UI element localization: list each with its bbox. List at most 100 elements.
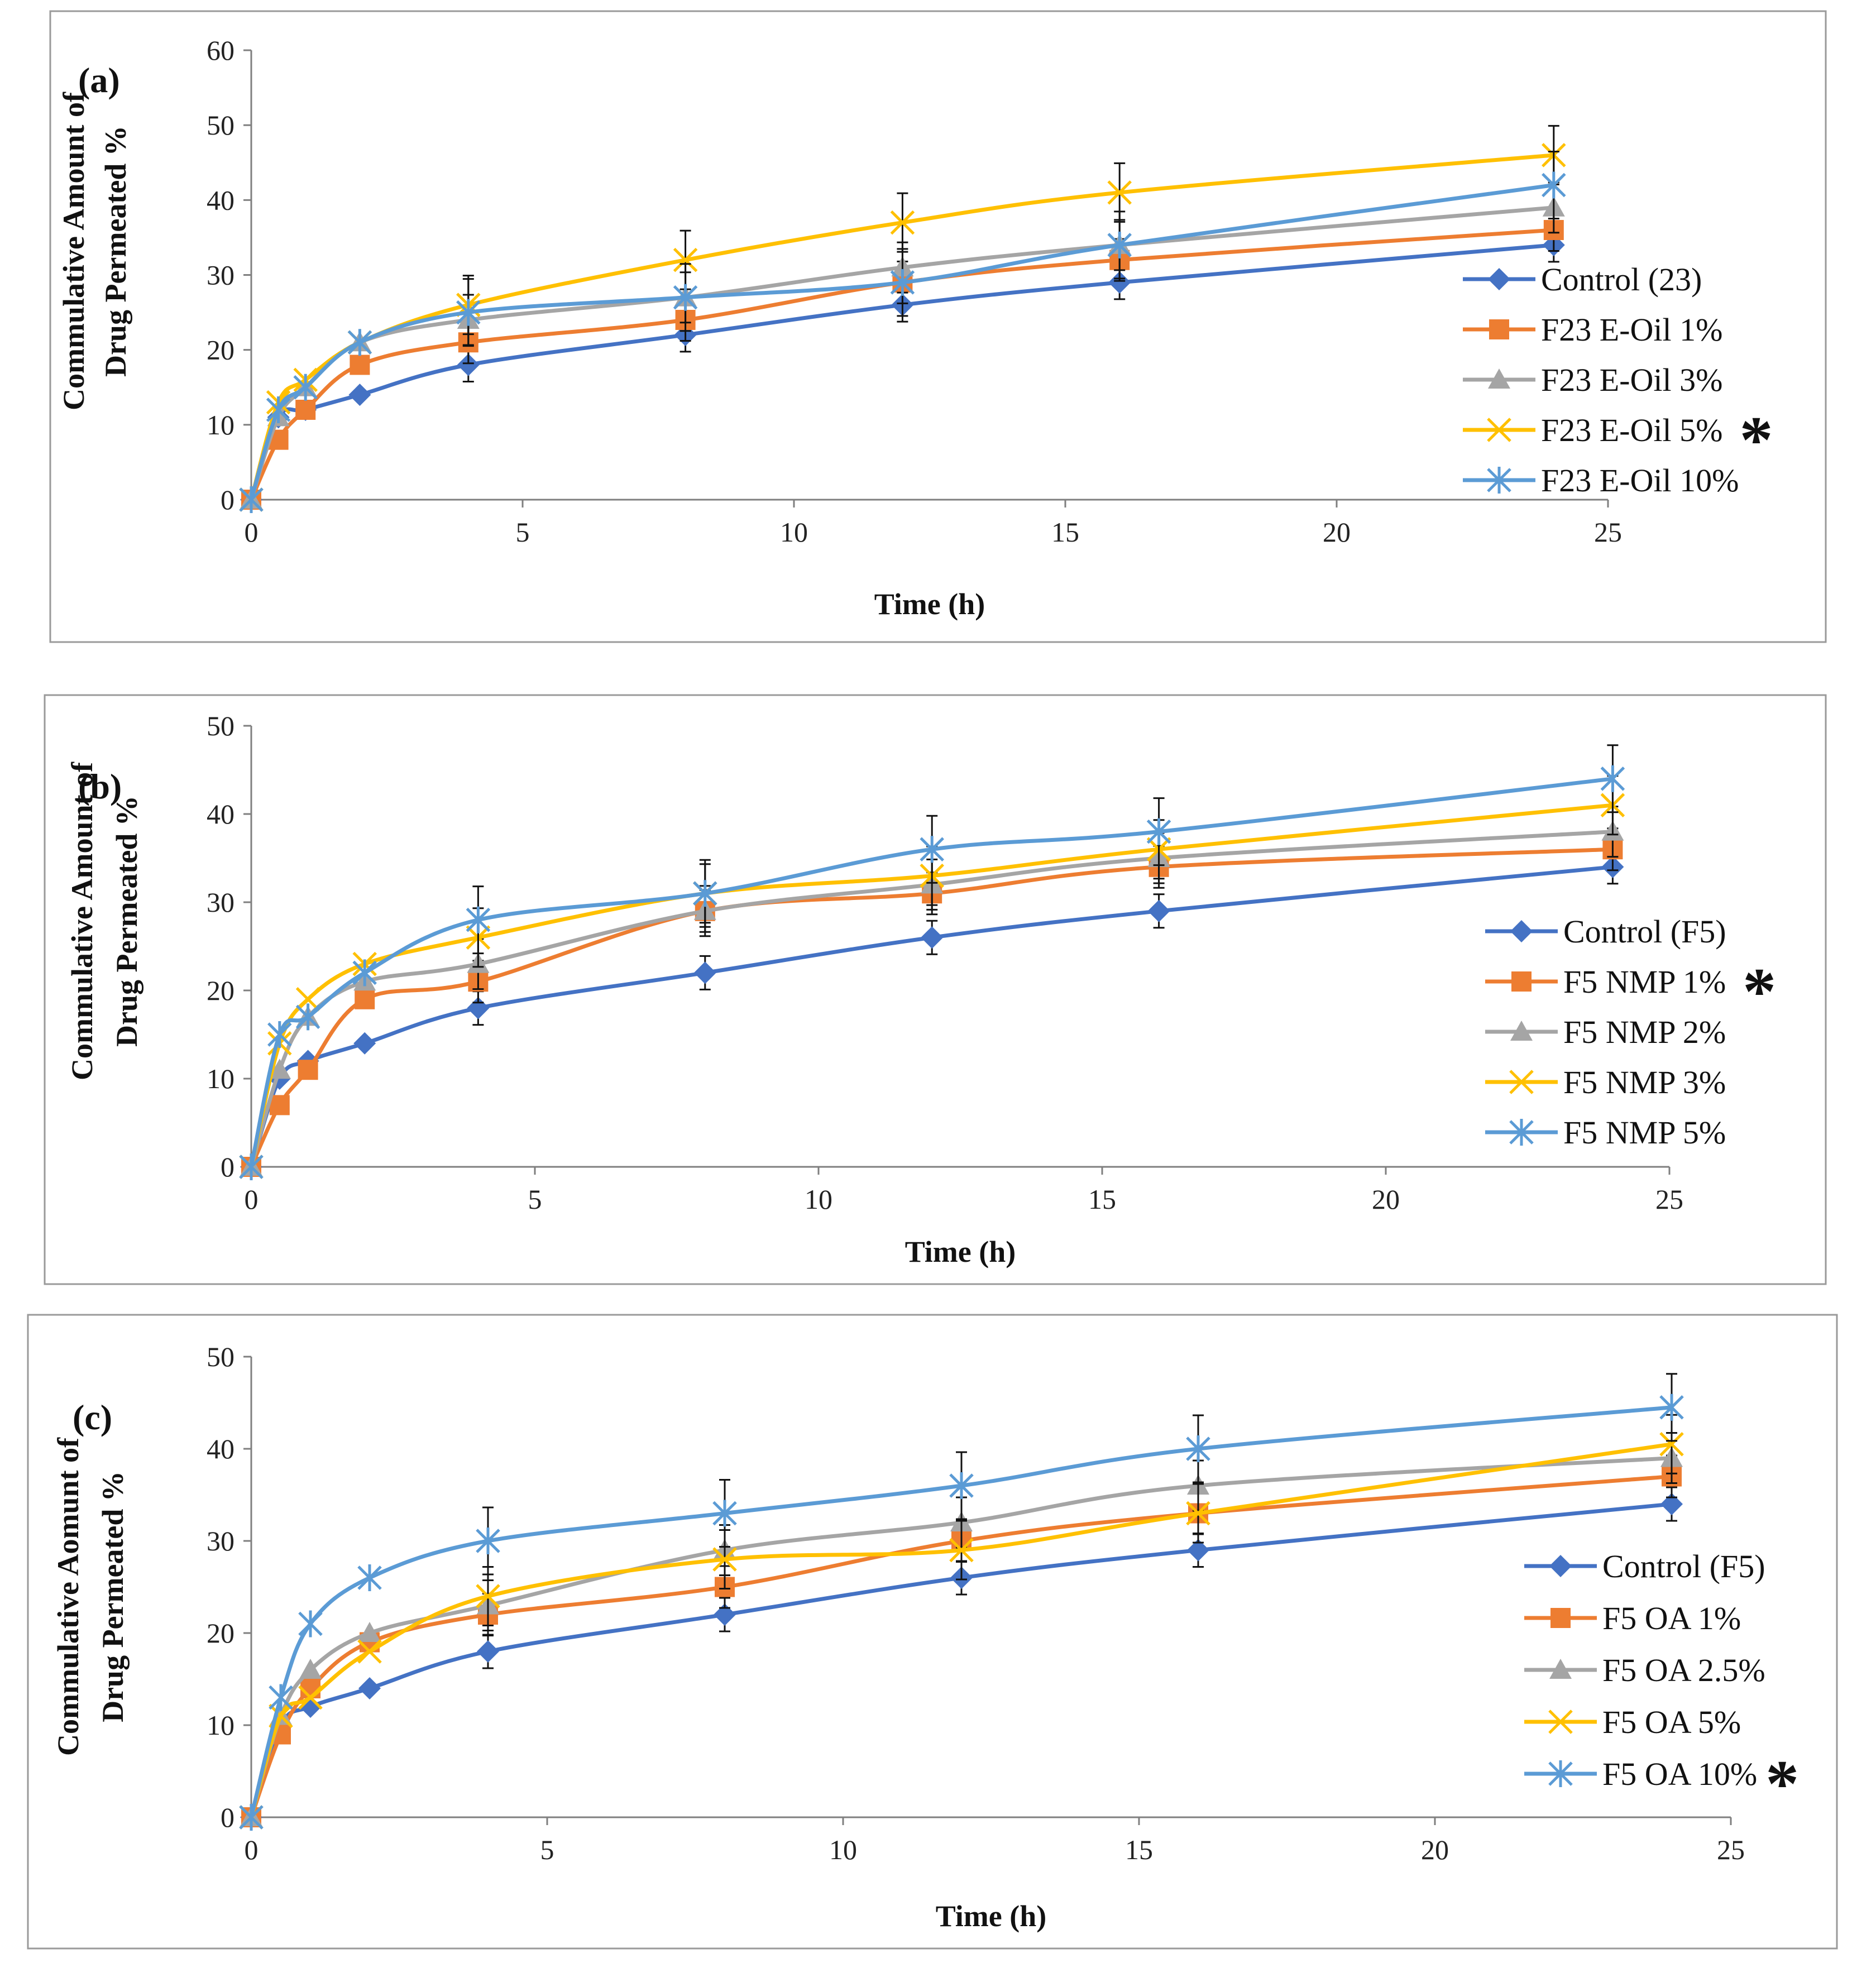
data-point: [266, 396, 291, 423]
y-tick-label: 0: [221, 1151, 234, 1182]
x-tick-label: 20: [1323, 516, 1351, 548]
y-axis-label-line: Commulative Amount of: [65, 762, 99, 1080]
data-point: [1542, 171, 1566, 199]
legend-label: F5 NMP 5%: [1563, 1114, 1726, 1151]
legend-label: F5 OA 1%: [1602, 1600, 1741, 1636]
x-tick-label: 5: [528, 1184, 542, 1215]
x-axis-label: Time (h): [936, 1899, 1047, 1933]
data-point: [269, 1095, 290, 1115]
y-tick-label: 20: [207, 1617, 234, 1649]
y-tick-label: 20: [207, 975, 234, 1006]
data-point: [714, 1603, 736, 1626]
x-tick-label: 10: [805, 1184, 832, 1215]
x-tick-label: 10: [780, 516, 808, 548]
data-point: [1107, 180, 1132, 205]
series-line: [249, 1405, 1672, 1818]
legend-marker: [1549, 1555, 1572, 1577]
legend-label: F23 E-Oil 10%: [1541, 462, 1739, 499]
x-tick-label: 25: [1655, 1184, 1683, 1215]
x-tick-label: 25: [1717, 1834, 1745, 1865]
x-tick-label: 25: [1594, 516, 1622, 548]
data-point: [298, 1685, 323, 1710]
y-axis-label-line: Drug Permeated %: [96, 1471, 130, 1722]
legend-label: F5 OA 2.5%: [1602, 1652, 1765, 1688]
data-point: [239, 1153, 264, 1180]
data-point: [673, 284, 698, 311]
significance-marker: *: [1743, 954, 1776, 1028]
x-tick-label: 20: [1421, 1834, 1449, 1865]
data-point: [357, 1639, 382, 1664]
data-point: [355, 989, 375, 1009]
data-point: [348, 384, 371, 406]
y-tick-label: 0: [221, 484, 234, 515]
chart-panel-2: 0 10 20 30 40 50 0 5 10 15 20 25 Time (h) Commulative…: [27, 1314, 1838, 1950]
legend-marker: [1550, 1608, 1571, 1628]
y-tick-label: 30: [207, 260, 234, 291]
data-point: [920, 836, 944, 863]
data-point: [239, 1804, 264, 1831]
data-point: [476, 1528, 500, 1554]
legend-marker: [1549, 1659, 1572, 1679]
data-point: [949, 1472, 974, 1499]
data-point: [456, 299, 481, 326]
legend-marker: [1488, 268, 1510, 290]
data-point: [353, 1032, 376, 1055]
data-point: [1600, 765, 1625, 792]
x-tick-label: 15: [1051, 516, 1079, 548]
data-point: [466, 906, 491, 933]
data-point: [949, 1538, 974, 1563]
data-point: [300, 1678, 320, 1698]
y-tick-label: 10: [207, 1063, 234, 1094]
data-point: [268, 1059, 291, 1079]
data-point: [1660, 1493, 1683, 1515]
y-tick-label: 20: [207, 334, 234, 366]
legend-marker: [1511, 971, 1532, 992]
data-point: [476, 1584, 500, 1608]
legend-marker: [1548, 1760, 1573, 1787]
legend-marker: [1548, 1710, 1573, 1734]
panel-label: (b): [78, 767, 122, 806]
legend-label: F5 NMP 3%: [1563, 1064, 1726, 1100]
data-point: [1108, 271, 1131, 294]
data-point: [1187, 1539, 1209, 1562]
y-tick-label: 40: [207, 184, 234, 216]
data-point: [890, 269, 915, 296]
y-axis-label-line: Drug Permeated %: [99, 126, 132, 377]
data-point: [352, 959, 377, 987]
data-point: [357, 1564, 382, 1591]
data-point: [712, 1547, 737, 1572]
legend-label: F23 E-Oil 5%: [1541, 412, 1722, 448]
x-tick-label: 0: [245, 1184, 259, 1215]
data-point: [890, 210, 915, 235]
chart-panel-1: 0 10 20 30 40 50 0 5 10 15 20 25 Time (h) Commulative…: [44, 694, 1827, 1285]
data-point: [350, 355, 370, 375]
y-tick-label: 50: [207, 1341, 234, 1372]
panel-frame: [44, 694, 1827, 1285]
data-point: [921, 926, 944, 949]
data-point: [239, 486, 264, 513]
series-4: [239, 151, 1566, 513]
data-point: [693, 880, 717, 907]
panel-frame: [27, 1314, 1838, 1950]
series-4: [239, 744, 1625, 1180]
data-point: [1659, 1431, 1684, 1457]
data-point: [295, 400, 316, 420]
data-point: [299, 1659, 322, 1679]
data-point: [298, 1610, 323, 1638]
data-point: [267, 1021, 292, 1048]
data-point: [1659, 1394, 1684, 1421]
x-tick-label: 5: [540, 1834, 554, 1865]
series-4: [239, 1373, 1684, 1831]
legend-marker: [1510, 1021, 1533, 1041]
x-axis-label: Time (h): [874, 587, 985, 621]
data-point: [1146, 818, 1171, 845]
y-axis-label-line: Commulative Aomunt of: [51, 1437, 85, 1756]
legend-marker: [1509, 1070, 1534, 1094]
panel-label: (c): [73, 1397, 112, 1437]
y-tick-label: 40: [207, 798, 234, 830]
x-tick-label: 15: [1125, 1834, 1153, 1865]
x-tick-label: 0: [245, 516, 259, 548]
legend-label: Control (F5): [1563, 913, 1726, 950]
data-point: [1186, 1501, 1210, 1526]
